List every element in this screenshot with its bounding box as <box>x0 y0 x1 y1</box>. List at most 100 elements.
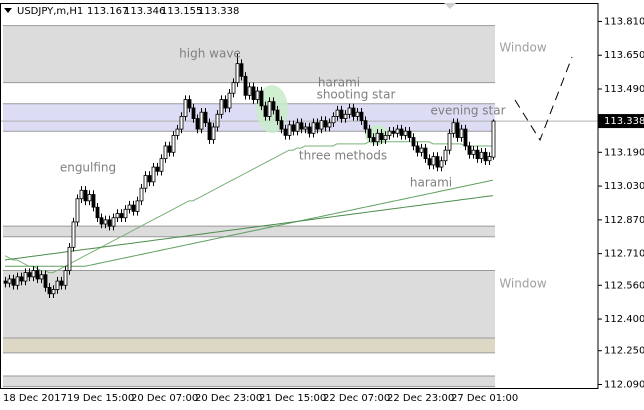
x-tick-label: 20 Dec 07:00 <box>131 393 198 404</box>
candle-body <box>255 90 260 100</box>
candle-body <box>267 101 272 117</box>
pattern-label: shooting star <box>317 88 396 102</box>
candle-body <box>395 128 400 134</box>
y-tick-label: 112.560 <box>604 280 644 291</box>
candle-body <box>271 101 276 111</box>
candle-body <box>319 120 324 130</box>
y-tick-label: 112.400 <box>604 314 644 325</box>
candle-body <box>419 147 424 153</box>
x-tick-label: 19 Dec 15:00 <box>67 393 134 404</box>
candle-body <box>27 272 32 278</box>
candle-body <box>275 109 280 122</box>
candle-body <box>439 160 444 168</box>
candle-body <box>295 122 300 132</box>
header-icon[interactable] <box>4 8 12 13</box>
candle-body <box>183 99 188 117</box>
candle-body <box>83 189 88 202</box>
candle-body <box>443 149 448 162</box>
candle-body <box>103 219 108 225</box>
forecast-path <box>514 56 573 142</box>
candle-body <box>359 111 364 122</box>
candle-body <box>311 122 316 134</box>
candle-body <box>411 137 416 147</box>
candles <box>3 53 496 298</box>
zone <box>3 103 495 132</box>
x-tick-label: 18 Dec 2017 <box>3 393 67 404</box>
x-tick-label: 27 Dec 01:00 <box>451 393 518 404</box>
y-tick-label: 113.030 <box>604 181 644 192</box>
candle-body <box>263 105 268 117</box>
candle-body <box>23 272 28 282</box>
candle-body <box>171 135 176 153</box>
candle-body <box>175 128 180 136</box>
y-tick-label: 112.870 <box>604 215 644 226</box>
candle-body <box>19 276 24 282</box>
candle-body <box>179 116 184 130</box>
candle-body <box>459 128 464 138</box>
candle-body <box>387 130 392 136</box>
candle-body <box>187 99 192 109</box>
candle-body <box>43 274 48 288</box>
candle-body <box>391 130 396 134</box>
candle-body <box>67 246 72 271</box>
price-label-bg <box>598 114 644 129</box>
y-tick-label: 113.490 <box>604 84 644 95</box>
candle-body <box>451 122 456 134</box>
candle-body <box>11 278 16 286</box>
x-tick-label: 21 Dec 15:00 <box>259 393 326 404</box>
candle-body <box>227 92 232 109</box>
candle-body <box>403 130 408 136</box>
candle-body <box>355 111 360 117</box>
last-close: 113.338 <box>198 6 239 17</box>
symbol: USDJPY,m,H1 <box>17 6 83 17</box>
pattern-label: evening star <box>430 104 505 118</box>
candle-body <box>467 145 472 155</box>
window-label: Window <box>499 277 547 291</box>
candle-body <box>239 63 244 77</box>
candle-body <box>475 149 480 160</box>
candle-body <box>91 194 96 208</box>
candle-body <box>107 219 112 227</box>
candle-body <box>167 145 172 153</box>
candle-body <box>235 63 240 84</box>
candle-body <box>95 206 100 219</box>
candle-body <box>455 122 460 138</box>
chart-frame <box>0 3 599 389</box>
zone <box>3 25 495 83</box>
candle-body <box>483 151 488 162</box>
candle-body <box>47 286 52 295</box>
candle-body <box>291 124 296 132</box>
candle-body <box>215 113 220 128</box>
moving-average <box>4 195 494 261</box>
candle-body <box>367 128 372 138</box>
candle-body <box>279 120 284 130</box>
x-tick-label: 22 Dec 23:00 <box>387 393 454 404</box>
candle-body <box>243 75 248 96</box>
y-tick-label: 112.090 <box>604 379 644 390</box>
candle-body <box>283 128 288 136</box>
candle-body <box>55 280 60 290</box>
candle-body <box>399 128 404 136</box>
zone <box>3 338 495 353</box>
candle-body <box>343 113 348 119</box>
candle-body <box>407 130 412 138</box>
scroll-marker[interactable] <box>444 3 456 9</box>
candle-body <box>71 221 76 248</box>
candle-body <box>151 166 156 183</box>
candle-body <box>251 86 256 100</box>
candle-body <box>463 128 468 147</box>
zone <box>3 270 495 339</box>
candle-body <box>135 200 140 212</box>
candle-body <box>199 111 204 130</box>
candle-body <box>223 99 228 109</box>
candle-body <box>307 126 312 134</box>
candle-body <box>371 137 376 143</box>
candle-body <box>351 107 356 117</box>
candle-body <box>15 276 20 286</box>
last-high: 113.346 <box>124 6 165 17</box>
candle-body <box>287 124 292 136</box>
candle-body <box>363 120 368 130</box>
candle-body <box>259 90 264 107</box>
y-tick-label: 113.650 <box>604 50 644 61</box>
